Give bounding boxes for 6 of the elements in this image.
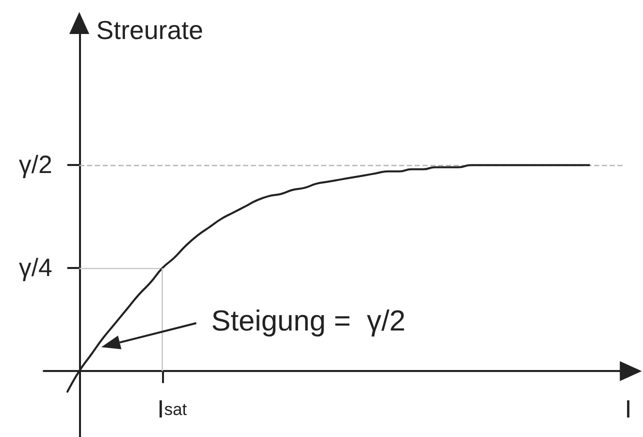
ref-line-label: γ/4 xyxy=(18,254,52,282)
y-axis-title: Streurate xyxy=(96,15,204,45)
x-axis-title: I xyxy=(624,396,632,424)
text: Isat xyxy=(157,396,188,424)
ref-line-label: γ/2 xyxy=(18,151,52,180)
annotation: Steigung = γ/2 xyxy=(211,306,406,338)
